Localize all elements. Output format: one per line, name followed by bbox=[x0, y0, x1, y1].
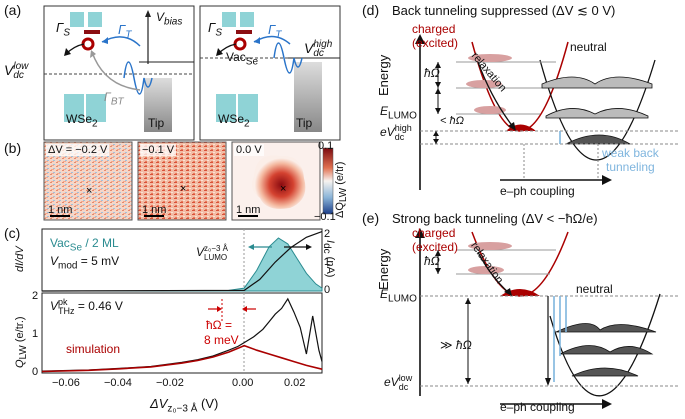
a-right-gamma-t: ΓT bbox=[268, 22, 282, 41]
svg-text:×: × bbox=[180, 183, 186, 195]
c-bottom-chart bbox=[41, 292, 323, 374]
e-title: Strong back tunneling (ΔV < −ħΩ/e) bbox=[392, 211, 598, 226]
e-evdc-low: eV low dc bbox=[384, 373, 413, 392]
d-charged: charged bbox=[412, 22, 456, 36]
d-weak2: tunneling bbox=[606, 160, 655, 174]
e-gg-hw: ≫ ħΩ bbox=[440, 338, 472, 352]
c-xtick-4: 0.02 bbox=[284, 377, 306, 389]
map-2-scale: 1 nm bbox=[142, 204, 167, 216]
c-bottom-simulation-line bbox=[41, 344, 323, 373]
c-top-chart bbox=[41, 228, 323, 292]
panel-a-letter: (a) bbox=[4, 2, 22, 18]
c-top-idc-line bbox=[41, 231, 323, 292]
c-bottom-ylabel: QLW (e/tr.) bbox=[14, 316, 30, 368]
colorbar-max: 0.1 bbox=[318, 140, 334, 152]
a-right-substrate: WSe2 bbox=[218, 112, 250, 130]
colorbar bbox=[322, 147, 334, 215]
d-title: Back tunneling suppressed (ΔV ≲ 0 V) bbox=[392, 3, 616, 18]
e-eph: e–ph coupling bbox=[500, 400, 575, 414]
c-legend-vmod: Vmod = 5 mV bbox=[50, 254, 120, 272]
c-hw-label1: ħΩ = bbox=[206, 318, 232, 332]
svg-text:×: × bbox=[280, 183, 286, 195]
c-top-ytick-2: 2 bbox=[324, 228, 331, 240]
colorbar-label: ΔQLW (e/tr) bbox=[334, 161, 350, 218]
e-charged: charged bbox=[412, 226, 456, 240]
d-weak1: weak back bbox=[602, 146, 659, 160]
e-excited: (excited) bbox=[412, 240, 459, 254]
a-left-gamma-s: ΓS bbox=[56, 20, 71, 39]
e-hw: ħΩ bbox=[424, 254, 440, 268]
c-bottom-ytick-2: 2 bbox=[32, 290, 39, 302]
c-xtick-0: −0.06 bbox=[52, 377, 80, 389]
svg-text:×: × bbox=[86, 185, 92, 197]
c-top-ytick-0: 0 bbox=[324, 284, 331, 296]
c-xtick-1: −0.04 bbox=[104, 377, 132, 389]
map-3-scale: 1 nm bbox=[236, 204, 261, 216]
colorbar-min: −0.1 bbox=[314, 211, 336, 223]
c-legend-vac: VacSe / 2 ML bbox=[50, 236, 119, 254]
map-1-label: ΔV = −0.2 V bbox=[46, 144, 110, 156]
e-elumo: ELUMO bbox=[380, 287, 417, 305]
d-eph: e–ph coupling bbox=[500, 184, 575, 198]
panel-e-letter: (e) bbox=[362, 210, 380, 226]
c-hw-label2: 8 meV bbox=[204, 333, 239, 347]
c-xtick-3: 0.00 bbox=[232, 377, 254, 389]
c-xlabel: ΔVz₀−3 Å (V) bbox=[150, 396, 219, 415]
panel-c-letter: (c) bbox=[4, 225, 21, 241]
d-evdc-high: eV high dc bbox=[380, 123, 412, 142]
panel-a-right-diagram bbox=[199, 5, 341, 141]
c-top-ytick-1: 1 bbox=[324, 256, 331, 268]
c-top-ylabel: dI/dV bbox=[14, 246, 26, 272]
d-energy: Energy bbox=[376, 54, 391, 96]
a-right-tip: Tip bbox=[296, 116, 313, 130]
d-excited: (excited) bbox=[412, 36, 459, 50]
c-xtick-2: −0.02 bbox=[156, 377, 184, 389]
map-3-label: 0.0 V bbox=[234, 144, 264, 156]
panel-b-letter: (b) bbox=[4, 140, 22, 156]
a-right-vac: VacSe bbox=[226, 50, 259, 68]
d-hw: ħΩ bbox=[424, 66, 440, 80]
e-neutral: neutral bbox=[576, 282, 613, 296]
a-left-tip: Tip bbox=[148, 116, 165, 130]
map-1-scale: 1 nm bbox=[48, 204, 73, 216]
panel-d-letter: (d) bbox=[362, 2, 380, 18]
panel-a-left-diagram bbox=[43, 5, 195, 141]
d-diagram bbox=[415, 34, 680, 190]
c-bottom-ytick-1: 1 bbox=[32, 328, 39, 340]
c-bottom-ytick-0: 0 bbox=[32, 366, 39, 378]
e-diagram bbox=[415, 228, 680, 409]
a-right-gamma-s: ΓS bbox=[208, 20, 223, 39]
c-sim-label: simulation bbox=[66, 342, 121, 356]
d-elumo: ELUMO bbox=[380, 104, 417, 122]
d-lt-hw: < ħΩ bbox=[440, 115, 464, 127]
a-left-substrate: WSe2 bbox=[66, 112, 98, 130]
a-left-gamma-t: ΓT bbox=[118, 22, 132, 41]
a-left-vbias: Vbias bbox=[156, 10, 183, 28]
e-energy: Energy bbox=[376, 248, 391, 290]
d-neutral: neutral bbox=[570, 40, 607, 54]
map-2-label: −0.1 V bbox=[140, 144, 177, 156]
a-left-gamma-bt: ΓBT bbox=[104, 90, 124, 108]
